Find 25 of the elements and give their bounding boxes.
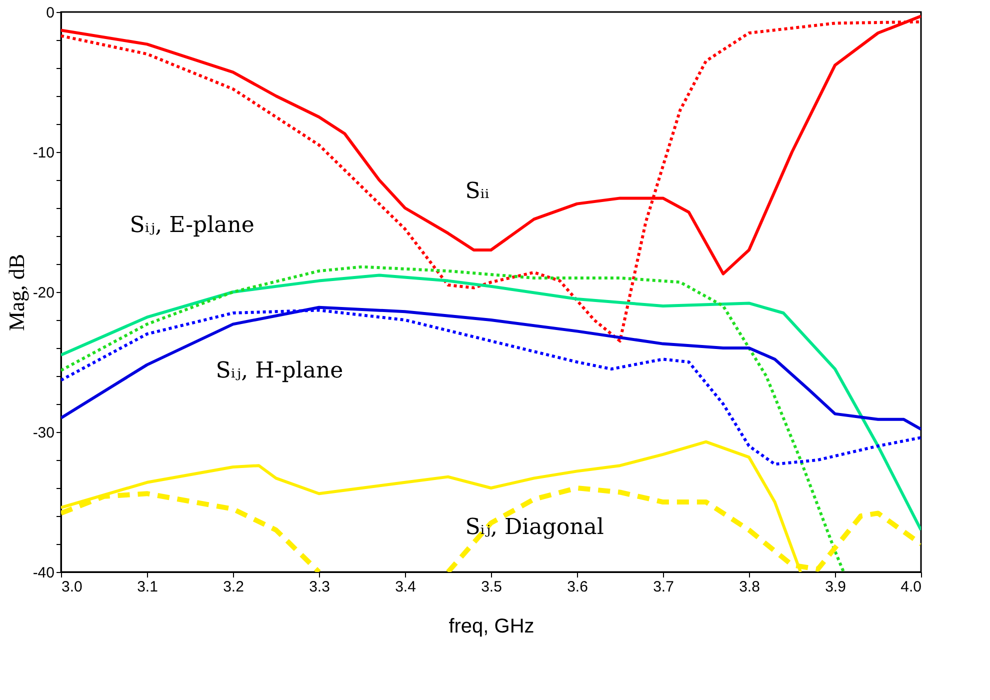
line-series [61, 308, 921, 466]
y-tick-label: -10 [32, 144, 54, 162]
x-tick-label: 3.7 [653, 578, 674, 596]
y-tick-label: -40 [32, 564, 54, 582]
annotation: Sᵢⱼ, H-plane [216, 358, 344, 384]
y-tick-label: -30 [32, 424, 54, 442]
x-axis-title: freq, GHz [448, 616, 534, 638]
x-tick-label: 3.4 [395, 578, 416, 596]
y-axis-title: Mag, dB [4, 254, 29, 331]
line-series [61, 265, 846, 572]
x-tick-label: 3.8 [739, 578, 760, 596]
annotation: Sᵢᵢ [465, 179, 490, 204]
y-tick-label: -20 [32, 284, 54, 302]
y-tick-label: 0 [46, 4, 54, 22]
line-series [61, 306, 921, 431]
x-tick-label: 3.2 [223, 578, 244, 596]
annotation: Sᵢⱼ, Diagonal [465, 515, 604, 540]
annotation: Sᵢⱼ, E-plane [130, 212, 254, 238]
x-tick-label: 3.6 [567, 578, 588, 596]
x-tick-label: 3.9 [825, 578, 846, 596]
x-tick-label: 4.0 [900, 578, 922, 596]
x-tick-label: 3.0 [62, 578, 82, 596]
x-tick-label: 3.3 [309, 578, 330, 596]
x-tick-label: 3.5 [481, 578, 502, 596]
x-tick-label: 3.1 [137, 578, 158, 596]
